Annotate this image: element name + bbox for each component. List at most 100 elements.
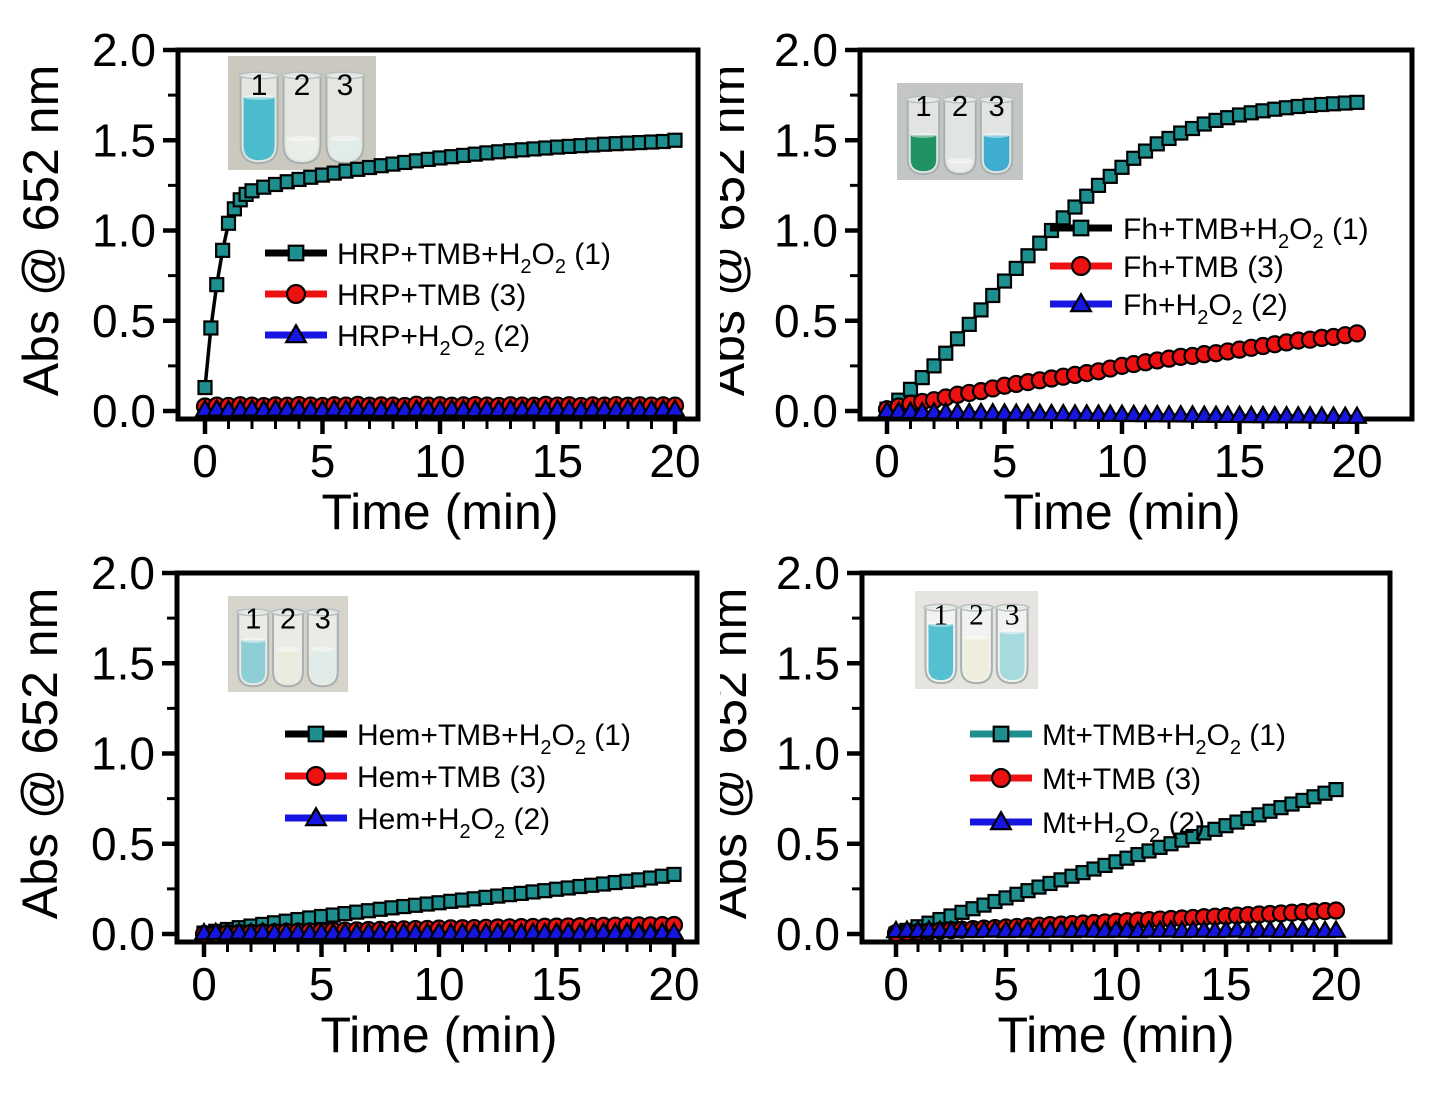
chart-hrp: 0.0 0.5 1.0 1.5 2.0 0 5 10 15 20 Abs @ 652 nm Time …	[13, 24, 701, 540]
chart-panel-fh: 0.0 0.5 1.0 1.5 2.0 0 5 10 15 20 Abs @ 652 nm Time …	[720, 0, 1440, 547]
x-tick-label: 0	[874, 435, 900, 487]
liquid-surface	[276, 646, 300, 652]
legend-entry: Hem+H2O2 (2)	[285, 803, 550, 843]
series-triangle	[876, 400, 1368, 424]
legend-entry: Fh+TMB+H2O2 (1)	[1050, 213, 1369, 253]
square-marker	[1349, 94, 1365, 110]
triangle-marker	[304, 805, 328, 827]
y-tick-label: 0.5	[774, 295, 838, 347]
inset-tube-label: 3	[337, 69, 354, 102]
inset-tube-label: 1	[245, 604, 261, 636]
legend: HRP+TMB+H2O2 (1)HRP+TMB (3) HRP+H2O2 (2)	[265, 238, 611, 360]
chart-panel-mt: 0.0 0.5 1.0 1.5 2.0 0 5 10 15 20 Abs @ 652 nm Time …	[720, 547, 1440, 1095]
square-marker	[1020, 248, 1036, 264]
circle-marker	[1070, 255, 1092, 277]
x-tick-label: 15	[1214, 435, 1265, 487]
liquid-surface	[928, 621, 954, 627]
legend-label: Hem+TMB (3)	[357, 761, 546, 794]
y-tick-label: 1.0	[776, 728, 840, 780]
axes: 0.0 0.5 1.0 1.5 2.0 0 5 10 15 20 Abs @ 652 nm Time …	[13, 24, 701, 540]
tube-rim	[238, 71, 280, 80]
square-marker	[1067, 199, 1083, 215]
inset-tube-label: 3	[1005, 599, 1020, 631]
y-tick-label: 1.0	[774, 205, 838, 257]
liquid-surface	[243, 94, 275, 100]
tube-liquid	[983, 135, 1010, 172]
legend-label: HRP+H2O2 (2)	[337, 320, 530, 360]
y-tick-label: 2.0	[92, 24, 156, 76]
triangle-marker	[1346, 405, 1368, 424]
legend-entry: Mt+TMB+H2O2 (1)	[970, 719, 1286, 759]
liquid-surface	[983, 132, 1010, 138]
x-axis-title: Time (min)	[997, 1007, 1234, 1063]
x-tick-label: 5	[992, 435, 1018, 487]
tube-rim	[978, 95, 1015, 104]
series-circle	[877, 324, 1367, 419]
chart-panel-hem: 0.0 0.5 1.0 1.5 2.0 0 5 10 15 20 Abs @ 652 nm Time …	[0, 547, 720, 1095]
inset-tube-2: 2	[270, 604, 306, 688]
series-square	[197, 132, 683, 396]
x-axis-title: Time (min)	[321, 484, 558, 540]
liquid-surface	[947, 158, 973, 164]
triangle-marker	[663, 921, 685, 941]
inset-tube-2: 2	[281, 69, 323, 165]
series-square	[196, 866, 682, 941]
inset-tube-1: 1	[905, 91, 942, 176]
legend-entry: Hem+TMB (3)	[285, 761, 546, 794]
axes: 0.0 0.5 1.0 1.5 2.0 0 5 10 15 20 Abs @ 652 nm Time …	[12, 547, 700, 1063]
liquid-surface	[964, 635, 989, 641]
square-marker	[287, 244, 305, 262]
circle-marker	[1347, 324, 1367, 343]
square-marker	[914, 370, 930, 386]
legend-label: Hem+TMB+H2O2 (1)	[357, 719, 631, 759]
inset-tube-label: 3	[315, 604, 331, 636]
x-tick-label: 10	[414, 435, 465, 487]
inset-tube-label: 1	[933, 599, 948, 631]
x-tick-label: 5	[310, 435, 336, 487]
tube-rim	[324, 71, 366, 80]
square-marker	[1090, 177, 1107, 193]
triangle-marker	[989, 809, 1013, 831]
series-square	[888, 782, 1344, 942]
liquid-surface	[910, 132, 937, 138]
square-marker	[996, 273, 1013, 289]
inset-tube-label: 1	[251, 69, 268, 102]
legend: Fh+TMB+H2O2 (1)Fh+TMB (3) Fh+H2O2 (2)	[1050, 213, 1369, 329]
y-axis-title: Abs @ 652 nm	[13, 65, 69, 396]
axes: 0.0 0.5 1.0 1.5 2.0 0 5 10 15 20 Abs @ 652 nm Time …	[720, 547, 1362, 1063]
x-tick-label: 20	[1310, 958, 1361, 1010]
legend-label: Mt+H2O2 (2)	[1042, 807, 1205, 847]
circle-marker	[285, 283, 307, 305]
y-tick-label: 0.5	[92, 295, 156, 347]
square-marker	[666, 866, 682, 883]
triangle-marker	[1069, 291, 1093, 313]
square-marker	[938, 345, 954, 361]
tube-rim	[235, 608, 271, 617]
tube-liquid	[947, 159, 973, 172]
axes: 0.0 0.5 1.0 1.5 2.0 0 5 10 15 20 Abs @ 652 nm Time …	[720, 24, 1383, 540]
legend-entry: Mt+TMB (3)	[970, 763, 1201, 796]
tube-rim	[958, 603, 995, 612]
inset-tube-2: 2	[958, 599, 995, 685]
y-tick-label: 0.0	[91, 908, 155, 960]
inset-tube-label: 3	[988, 91, 1004, 123]
inset-tube-2: 2	[941, 91, 979, 176]
legend-entry: Fh+TMB (3)	[1050, 251, 1284, 284]
legend-entry: HRP+TMB (3)	[265, 279, 526, 312]
x-tick-label: 15	[532, 435, 583, 487]
inset-tube-label: 2	[969, 599, 984, 631]
chart-hem: 0.0 0.5 1.0 1.5 2.0 0 5 10 15 20 Abs @ 652 nm Time …	[12, 547, 700, 1063]
y-tick-label: 2.0	[91, 547, 155, 599]
legend-entry: Fh+H2O2 (2)	[1050, 289, 1288, 329]
liquid-surface	[241, 637, 266, 644]
square-marker	[1102, 168, 1118, 184]
square-marker	[307, 725, 325, 743]
square-marker	[961, 316, 977, 332]
y-axis-title: Abs @ 652 nm	[12, 588, 68, 919]
square-marker	[985, 287, 1001, 304]
tube-liquid	[241, 640, 266, 684]
